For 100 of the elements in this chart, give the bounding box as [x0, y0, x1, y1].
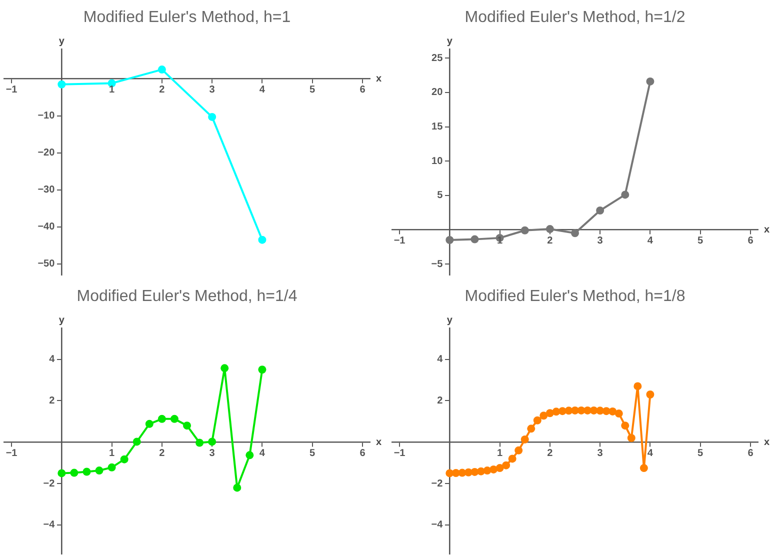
point — [527, 424, 536, 433]
point — [634, 382, 642, 390]
point — [158, 66, 166, 74]
point — [520, 226, 529, 234]
point — [258, 236, 266, 244]
x-tick-label: −1 — [394, 448, 406, 459]
y-tick-label: 4 — [49, 354, 56, 366]
point — [533, 416, 542, 424]
y-axis-title: y — [446, 36, 453, 47]
point — [621, 190, 630, 199]
x-tick-label: 6 — [360, 84, 366, 96]
y-tick-label: 20 — [432, 87, 444, 98]
point — [158, 414, 166, 423]
point — [95, 466, 104, 475]
x-tick-label: −1 — [6, 448, 18, 459]
chart-title: Modified Euler's Method, h=1/2 — [464, 9, 686, 26]
point — [646, 390, 654, 398]
x-tick-label: 4 — [259, 84, 266, 96]
point — [614, 410, 623, 418]
y-tick-label: −40 — [38, 222, 56, 233]
point — [58, 80, 66, 88]
y-tick-label: 15 — [432, 122, 444, 133]
y-tick-label: 25 — [432, 52, 444, 64]
point — [246, 451, 254, 460]
y-tick-label: −2 — [43, 478, 56, 490]
y-tick-label: 5 — [437, 190, 444, 202]
point — [132, 438, 141, 446]
point — [196, 438, 204, 447]
x-tick-label: 1 — [109, 448, 116, 459]
x-tick-label: 3 — [597, 235, 604, 246]
chart-title: Modified Euler's Method, h=1/4 — [76, 288, 298, 306]
x-tick-label: 5 — [310, 84, 316, 96]
x-tick-label: 5 — [698, 448, 704, 459]
point — [540, 412, 548, 420]
chart-title: Modified Euler's Method, h=1 — [83, 9, 291, 26]
x-tick-label: 6 — [360, 448, 366, 459]
point — [502, 461, 510, 470]
x-tick-label: 4 — [647, 448, 654, 459]
point — [183, 422, 191, 430]
y-tick-label: −30 — [38, 184, 56, 196]
point — [58, 469, 66, 478]
point — [596, 206, 604, 214]
point — [627, 434, 636, 442]
y-axis-title: y — [446, 314, 453, 326]
point — [220, 364, 229, 372]
x-tick-label: 5 — [698, 235, 704, 246]
point — [608, 407, 617, 416]
point — [546, 225, 554, 234]
x-tick-label: −1 — [6, 84, 18, 96]
y-tick-label: −10 — [38, 110, 56, 122]
x-tick-label: 1 — [497, 448, 504, 459]
point — [258, 366, 266, 374]
x-axis-title: x — [764, 436, 770, 448]
point — [446, 236, 454, 244]
x-tick-label: 6 — [748, 235, 754, 246]
point — [621, 422, 630, 430]
x-tick-label: 6 — [748, 448, 754, 459]
x-tick-label: −1 — [394, 235, 406, 246]
x-tick-label: 2 — [159, 448, 166, 459]
point — [571, 229, 579, 238]
y-tick-label: −4 — [431, 520, 444, 531]
x-tick-label: 1 — [109, 84, 116, 96]
point — [82, 468, 91, 476]
y-tick-label: −4 — [43, 520, 56, 531]
y-tick-label: 2 — [437, 395, 444, 406]
point — [640, 464, 648, 472]
y-axis-title: y — [58, 314, 65, 326]
point — [646, 77, 654, 86]
point — [208, 112, 216, 121]
y-tick-label: 10 — [432, 156, 444, 167]
point — [514, 446, 523, 454]
x-tick-label: 3 — [597, 448, 604, 459]
x-axis-title: x — [764, 224, 770, 236]
chart-title: Modified Euler's Method, h=1/8 — [464, 288, 686, 306]
y-tick-label: −20 — [38, 148, 56, 159]
x-axis-title: x — [376, 436, 382, 448]
point — [233, 484, 242, 492]
x-tick-label: 2 — [159, 84, 166, 96]
x-tick-label: 4 — [647, 235, 654, 246]
x-tick-label: 5 — [310, 448, 316, 459]
x-tick-label: 2 — [547, 448, 554, 459]
x-tick-label: 3 — [209, 448, 216, 459]
point — [496, 464, 504, 472]
x-axis-title: x — [376, 74, 382, 85]
y-tick-label: −50 — [38, 258, 56, 270]
point — [208, 438, 216, 446]
y-tick-label: −5 — [431, 258, 444, 270]
point — [508, 454, 516, 463]
point — [520, 435, 529, 444]
x-tick-label: 4 — [259, 448, 266, 459]
y-axis-title: y — [58, 36, 65, 47]
point — [170, 414, 178, 423]
y-tick-label: 4 — [437, 354, 444, 366]
point — [70, 468, 78, 477]
point — [120, 455, 128, 464]
x-tick-label: 2 — [547, 235, 554, 246]
y-tick-label: −2 — [431, 478, 444, 490]
point — [145, 420, 154, 428]
point — [470, 235, 479, 244]
point — [108, 463, 116, 472]
